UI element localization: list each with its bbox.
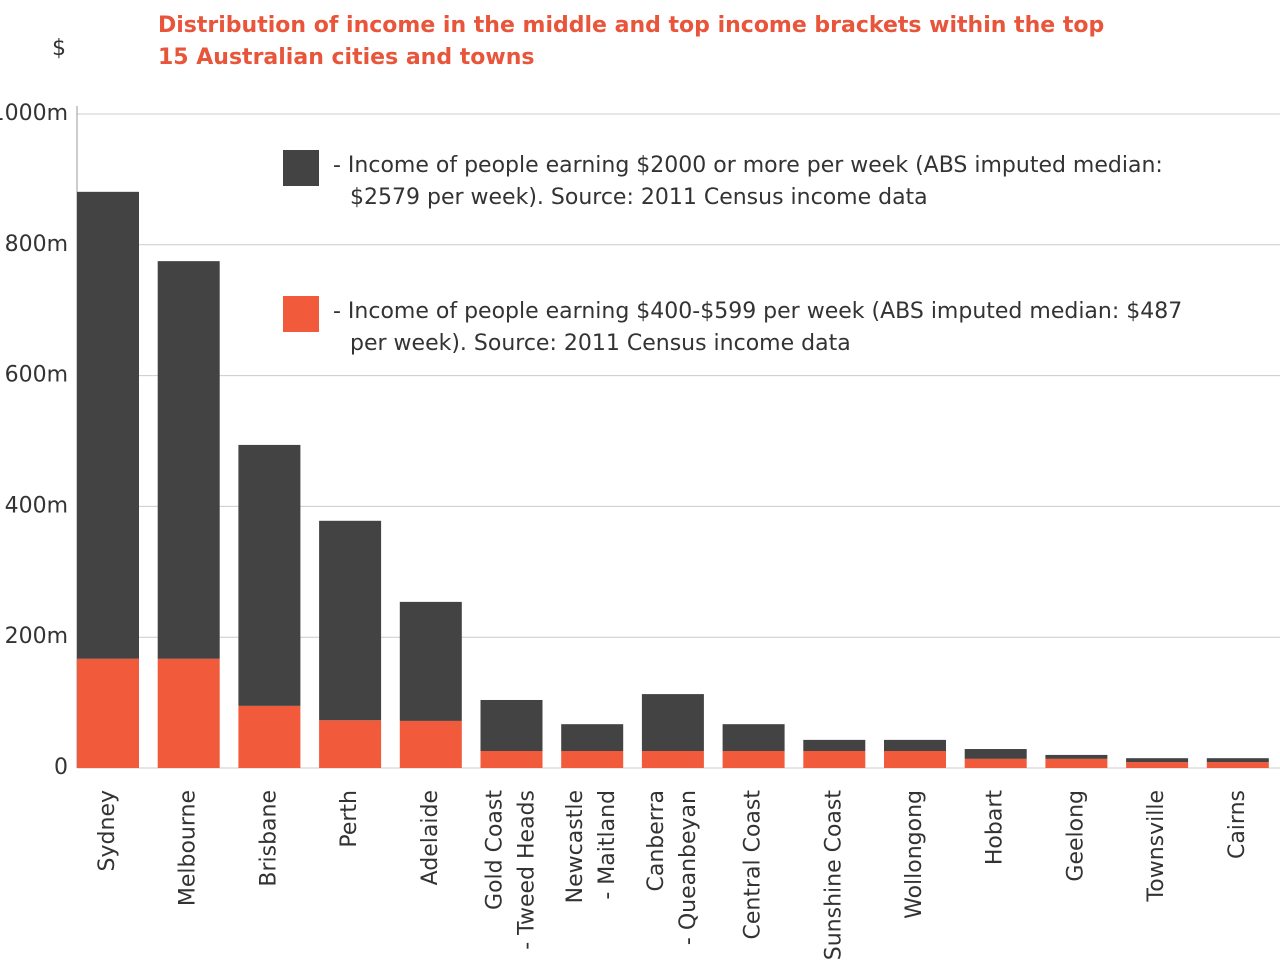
legend-label: - Income of people earning $2000 or more… [333,153,1163,210]
x-tick-label: Townsville [1144,790,1169,902]
legend-item: - Income of people earning $2000 or more… [283,150,1213,214]
bar-segment [884,750,946,768]
bar-segment [319,520,382,721]
bar-segment [77,658,139,768]
y-axis-label: $ [52,36,66,61]
bar-segment [238,705,301,768]
bar-segment [1206,762,1269,768]
x-tick-label: Canberra - Queanbeyan [644,790,701,945]
x-tick-label: Gold Coast - Tweed Heads [483,790,540,950]
x-tick-label: Newcastle - Maitland [563,790,620,903]
y-tick-label: 400m [5,493,68,518]
bar-segment [722,724,785,751]
bar-segment [157,261,220,659]
legend-swatch [283,150,319,186]
bar-segment [641,750,704,768]
y-tick-label: 1000m [0,101,68,126]
bar-segment [480,699,543,751]
chart-title: Distribution of income in the middle and… [158,13,1105,70]
bar-segment [480,750,543,768]
x-tick-label: Wollongong [902,790,927,919]
bar-segment [1126,762,1189,768]
bar-segment [561,750,624,768]
x-tick-label: Brisbane [256,790,281,887]
y-tick-label: 0 [54,755,68,780]
x-tick-label: Geelong [1063,790,1088,882]
bar-segment [964,758,1027,768]
y-tick-label: 600m [5,363,68,388]
bar-segment [319,720,382,768]
x-tick-label: Hobart [983,790,1008,865]
bar-segment [803,750,866,768]
bar-segment [722,750,785,768]
y-tick-label: 800m [5,232,68,257]
bar-segment [399,720,462,768]
x-tick-label: Sunshine Coast [821,790,846,961]
bar-segment [157,658,220,768]
x-tick-label: Cairns [1225,790,1250,859]
legend-label: - Income of people earning $400-$599 per… [333,299,1183,356]
bar-segment [803,739,866,751]
bar-segment [238,444,301,706]
x-tick-label: Perth [337,790,362,848]
bar-segment [77,191,139,659]
bar-segment [1206,758,1269,763]
bar-segment [561,724,624,751]
bar-segment [1045,754,1108,759]
legend-swatch [283,296,319,332]
bar-segment [399,601,462,721]
bar-segment [1126,758,1189,763]
x-tick-label: Sydney [95,790,120,871]
bar-segment [1045,758,1108,768]
y-tick-label: 200m [5,624,68,649]
x-tick-label: Melbourne [176,790,201,906]
x-tick-label: Central Coast [741,790,766,940]
bar-segment [964,749,1027,759]
legend-item: - Income of people earning $400-$599 per… [283,296,1213,360]
x-tick-label: Adelaide [418,790,443,885]
bar-segment [884,739,946,751]
bar-segment [641,694,704,751]
